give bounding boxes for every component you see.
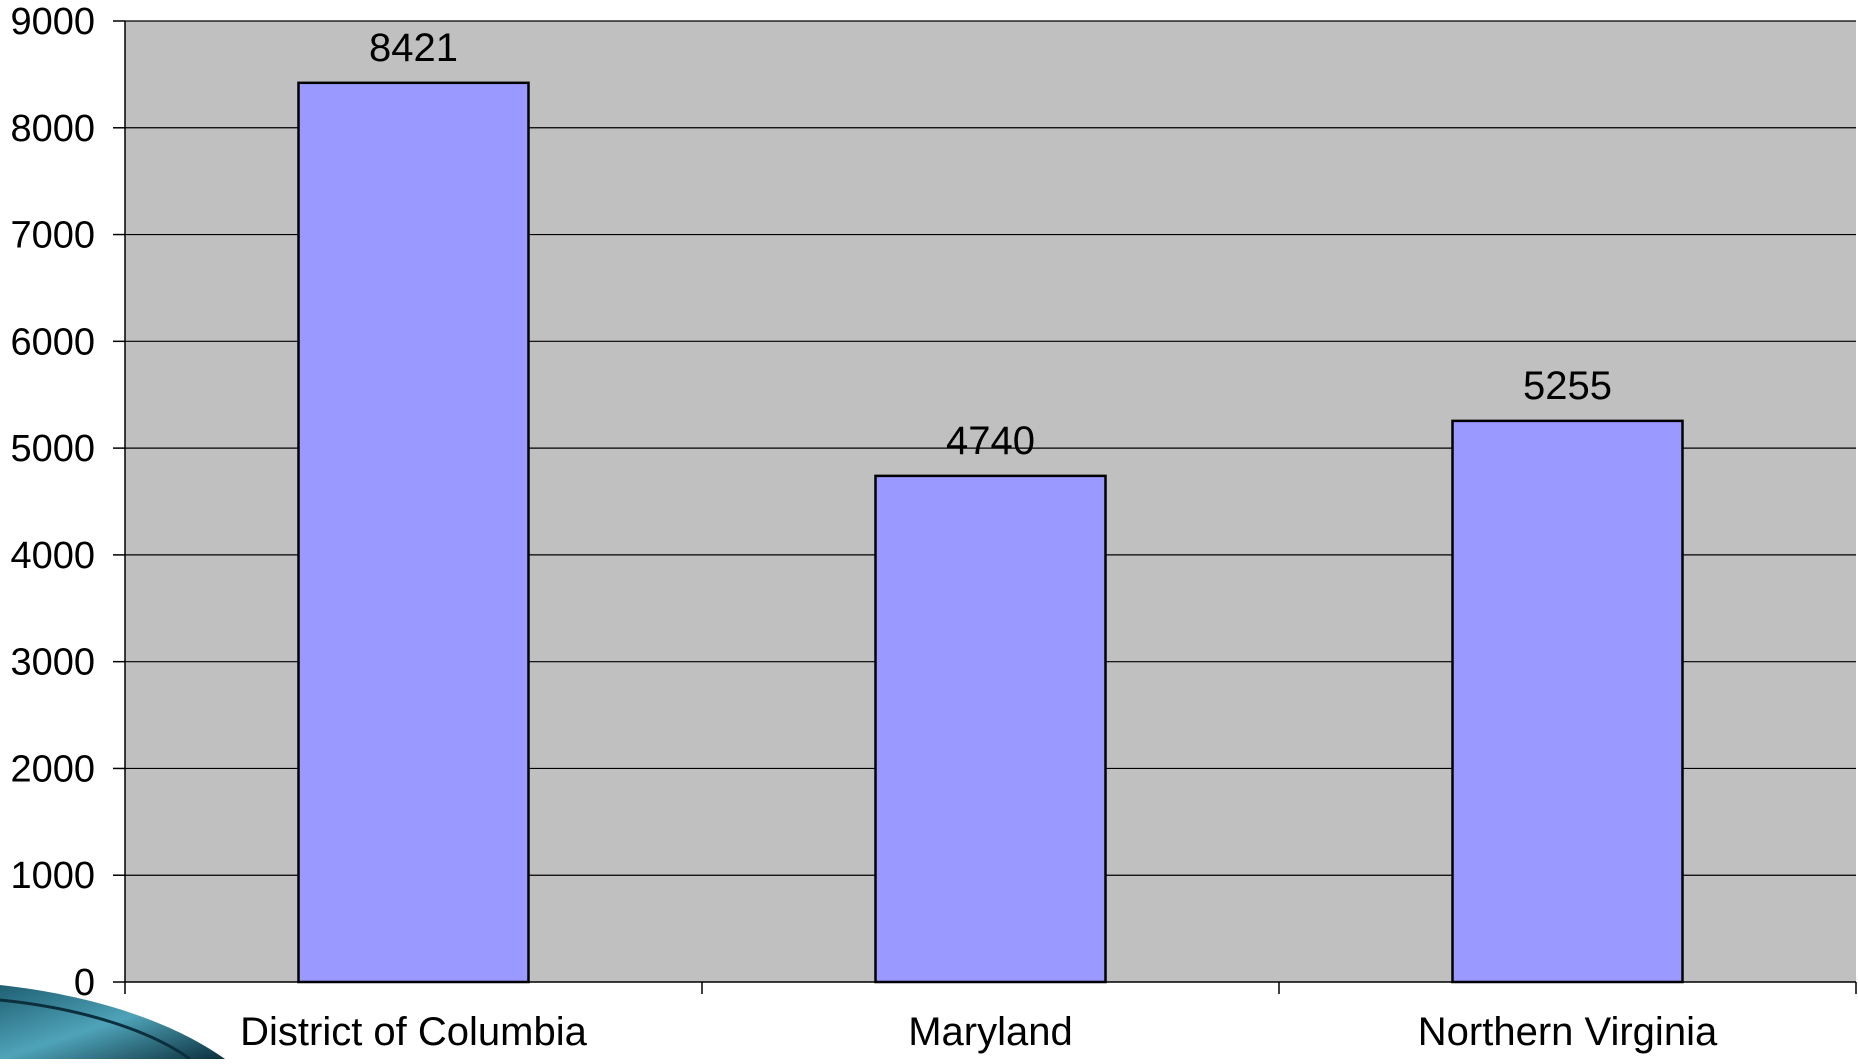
bar-district-of-columbia xyxy=(297,81,530,984)
y-tick-label: 1000 xyxy=(10,855,95,897)
bar-maryland xyxy=(874,474,1107,984)
corner-swoosh-icon xyxy=(0,985,225,1061)
y-tick-label: 2000 xyxy=(10,748,95,790)
x-category-label: Maryland xyxy=(908,1010,1073,1054)
y-tick-label: 0 xyxy=(74,962,95,1004)
y-tick-label: 7000 xyxy=(10,215,95,257)
y-tick-label: 3000 xyxy=(10,642,95,684)
bar-data-label: 4740 xyxy=(946,419,1035,463)
y-tick-label: 8000 xyxy=(10,108,95,150)
x-category-label: Northern Virginia xyxy=(1418,1010,1718,1054)
labels: 0 1000 2000 3000 4000 5000 6000 7000 8000 9000 Dis… xyxy=(10,1,1718,1054)
y-tick-label: 9000 xyxy=(10,1,95,43)
axes xyxy=(113,20,1857,994)
bar-data-label: 8421 xyxy=(369,26,458,70)
bar-northern-virginia xyxy=(1451,419,1684,984)
y-tick-label: 4000 xyxy=(10,535,95,577)
y-tick-label: 6000 xyxy=(10,321,95,363)
y-tick-label: 5000 xyxy=(10,428,95,470)
bar-data-label: 5255 xyxy=(1523,364,1612,408)
bars xyxy=(297,81,1684,984)
x-category-label: District of Columbia xyxy=(240,1010,588,1054)
